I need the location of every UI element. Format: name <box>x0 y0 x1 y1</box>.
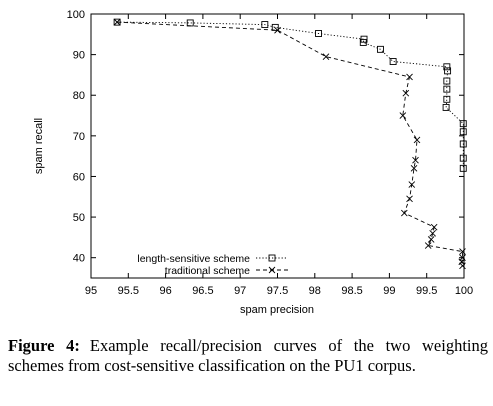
x-tick-label: 96.5 <box>192 285 213 297</box>
caption-label: Figure 4: <box>8 336 80 355</box>
x-axis: 95 95.5 96 96.5 97 97.5 98 98.5 99 99.5 100 <box>85 14 473 297</box>
x-tick-label: 100 <box>455 285 473 297</box>
x-axis-title: spam precision <box>240 304 314 316</box>
x-tick-label: 97.5 <box>267 285 288 297</box>
x-marker-stroke <box>427 236 435 243</box>
x-marker <box>274 26 281 34</box>
x-tick-label: 98.5 <box>341 285 362 297</box>
x-marker-stroke <box>401 209 408 217</box>
series-line <box>117 21 464 169</box>
x-marker-stroke <box>424 242 432 249</box>
square-marker <box>459 154 467 162</box>
x-marker <box>429 230 436 237</box>
x-marker-stroke <box>410 165 418 172</box>
square-marker <box>459 128 467 136</box>
x-marker-stroke <box>113 18 121 26</box>
x-marker-stroke <box>399 112 407 119</box>
square-marker <box>261 21 269 29</box>
x-marker <box>408 181 416 188</box>
square-marker <box>443 63 451 71</box>
caption-text: Example recall/precision curves of the t… <box>8 336 488 375</box>
x-marker <box>427 236 435 243</box>
x-marker <box>459 248 466 255</box>
square-marker <box>459 120 467 128</box>
square-marker <box>442 103 450 111</box>
x-marker-stroke <box>413 136 421 144</box>
x-marker-stroke <box>406 195 413 203</box>
y-axis: 40 50 60 70 80 90 100 <box>67 9 464 265</box>
x-marker-stroke <box>459 262 466 270</box>
square-marker <box>459 164 467 172</box>
y-tick-label: 40 <box>73 253 85 265</box>
series-layer <box>113 18 467 270</box>
x-marker <box>459 254 466 262</box>
square-marker <box>376 45 384 53</box>
x-marker <box>413 136 421 144</box>
square-marker <box>443 85 451 93</box>
x-marker <box>424 242 432 249</box>
square-marker <box>443 77 451 85</box>
x-marker-stroke <box>268 266 276 274</box>
x-tick-label: 98 <box>309 285 321 297</box>
square-marker <box>443 95 451 103</box>
series-traditional <box>113 18 466 270</box>
y-tick-label: 50 <box>73 212 85 224</box>
square-marker <box>459 140 467 148</box>
series-line <box>117 21 463 266</box>
x-marker <box>430 223 438 231</box>
figure-caption: Figure 4: Example recall/precision curves… <box>8 336 488 376</box>
x-tick-label: 96 <box>159 285 171 297</box>
x-marker-stroke <box>274 26 281 34</box>
y-tick-label: 70 <box>73 131 85 143</box>
legend-label: traditional scheme <box>165 265 250 277</box>
x-marker-stroke <box>429 230 436 237</box>
series-length-sensitive <box>113 18 467 172</box>
x-tick-label: 95.5 <box>118 285 139 297</box>
x-marker <box>399 112 407 119</box>
x-marker <box>322 53 330 60</box>
x-marker <box>459 262 466 270</box>
x-marker-stroke <box>412 156 419 164</box>
y-tick-label: 60 <box>73 171 85 183</box>
square-marker <box>315 30 322 37</box>
x-marker-stroke <box>322 53 330 60</box>
square-marker <box>268 254 276 262</box>
y-axis-title: spam recall <box>33 118 45 174</box>
x-marker-stroke <box>430 223 438 231</box>
x-tick-label: 99 <box>383 285 395 297</box>
x-marker <box>401 209 408 217</box>
x-marker <box>406 73 413 81</box>
square-marker <box>359 38 367 46</box>
x-marker-stroke <box>408 181 416 188</box>
square-marker <box>444 67 452 75</box>
x-tick-label: 99.5 <box>416 285 437 297</box>
x-marker-stroke <box>402 89 410 97</box>
x-marker <box>410 165 418 172</box>
y-tick-label: 100 <box>67 9 85 21</box>
x-tick-label: 97 <box>234 285 246 297</box>
y-tick-label: 80 <box>73 90 85 102</box>
x-marker-stroke <box>459 254 466 262</box>
square-marker <box>271 23 279 31</box>
recall-precision-chart: 95 95.5 96 96.5 97 97.5 98 98.5 99 99.5 100 40 50 60… <box>33 9 473 316</box>
x-marker <box>412 156 419 164</box>
legend-label: length-sensitive scheme <box>137 253 250 265</box>
x-marker <box>402 89 410 97</box>
x-marker <box>268 266 276 274</box>
x-marker <box>406 195 413 203</box>
x-marker <box>113 18 121 26</box>
x-tick-label: 95 <box>85 285 97 297</box>
x-marker-stroke <box>406 73 413 81</box>
y-tick-label: 90 <box>73 50 85 62</box>
x-marker-stroke <box>459 248 466 255</box>
x-marker-stroke <box>458 258 466 266</box>
square-marker <box>389 58 397 65</box>
plot-frame <box>90 13 465 279</box>
x-marker <box>458 258 466 266</box>
